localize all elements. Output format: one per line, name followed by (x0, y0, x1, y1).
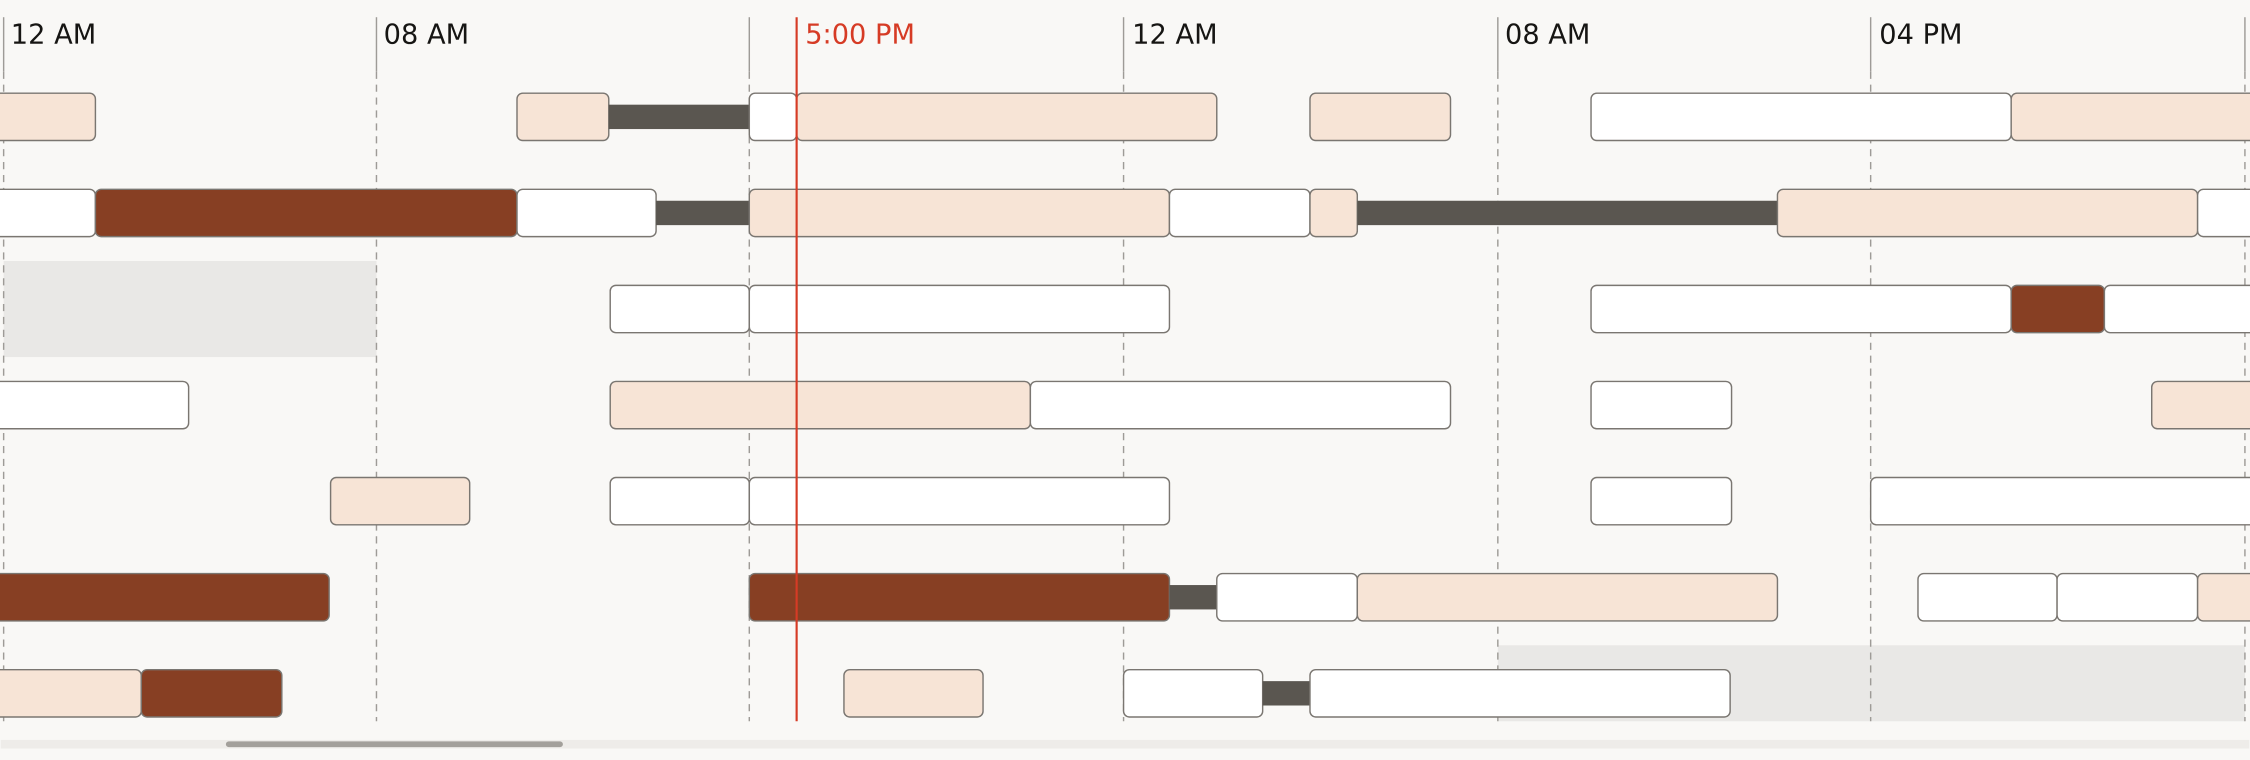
connector (1357, 200, 1778, 226)
task-bar (748, 188, 1171, 238)
task-bar (2103, 284, 2250, 334)
task-bar (748, 92, 798, 142)
connector (1262, 681, 1310, 706)
time-label: 12 AM (1132, 19, 1217, 50)
task-bar (1309, 668, 1731, 718)
task-bar (516, 188, 657, 238)
task-bar (2196, 572, 2250, 622)
task-bar (2151, 380, 2250, 430)
task-bar (2056, 572, 2199, 622)
task-bar (795, 92, 1218, 142)
task-bar (94, 188, 518, 238)
task-bar (2010, 92, 2250, 142)
task-bar (1590, 476, 1733, 526)
task-bar (1590, 380, 1733, 430)
current-time-label: 5:00 PM (805, 19, 915, 50)
task-bar (1917, 572, 2058, 622)
time-label: 12 AM (11, 19, 96, 50)
task-bar (1122, 668, 1264, 718)
task-bar (748, 572, 1171, 622)
task-bar (1309, 188, 1359, 238)
task-bar (329, 476, 471, 526)
task-bar (1309, 92, 1452, 142)
time-label: 04 PM (1879, 19, 1962, 50)
task-bar (1590, 92, 2012, 142)
task-bar (609, 284, 751, 334)
task-bar (0, 572, 330, 622)
shaded-block (3, 260, 377, 358)
task-bar (2196, 188, 2250, 238)
connector (608, 104, 750, 130)
task-bar (1216, 572, 1359, 622)
task-bar (0, 92, 97, 142)
task-bar (609, 380, 1032, 430)
task-bar (1029, 380, 1452, 430)
task-bar (0, 380, 190, 430)
task-bar (748, 284, 1171, 334)
connector (656, 200, 750, 226)
task-bar (0, 668, 143, 718)
time-label: 08 AM (384, 19, 469, 50)
task-bar (1869, 476, 2250, 526)
task-bar (0, 188, 97, 238)
task-bar (140, 668, 283, 718)
time-label: 08 AM (1505, 19, 1590, 50)
task-bar (843, 668, 984, 718)
labels: 12 AM 08 AM 12 AM 08 AM 04 PM (11, 19, 1963, 50)
scrollbar-thumb[interactable] (225, 741, 563, 748)
connector (1169, 585, 1217, 610)
bars (0, 92, 2250, 718)
task-bar (748, 476, 1171, 526)
task-bar (1168, 188, 1311, 238)
task-bar (609, 476, 751, 526)
task-bar (1356, 572, 1779, 622)
task-bar (1776, 188, 2199, 238)
task-bar (1590, 284, 2012, 334)
task-bar (2010, 284, 2106, 334)
task-bar (516, 92, 610, 142)
scrollbar-track (0, 739, 2250, 749)
